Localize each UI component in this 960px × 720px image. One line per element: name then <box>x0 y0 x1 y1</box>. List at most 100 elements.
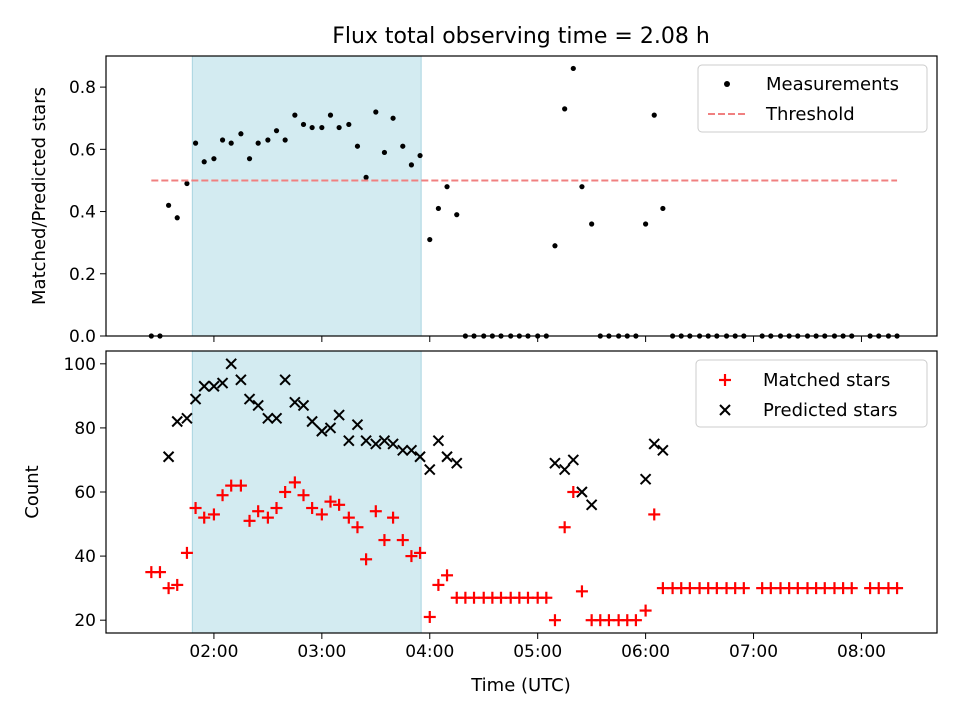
legend-predicted-marker <box>719 404 731 416</box>
predicted-point <box>549 457 561 469</box>
top-y-ticks: 0.0 0.2 0.4 0.6 0.8 <box>69 78 106 347</box>
predicted-point <box>262 412 274 425</box>
measurement-point <box>184 180 190 187</box>
predicted-point <box>297 399 310 412</box>
x-tick-label: 07:00 <box>729 642 778 662</box>
measurement-point <box>211 156 217 162</box>
matched-point <box>414 546 427 559</box>
measurement-point <box>174 215 180 221</box>
y-tick-label: 80 <box>74 419 96 439</box>
bottom-legend: Matched stars Predicted stars <box>695 359 928 428</box>
measurement-point <box>300 121 307 128</box>
measurement-point <box>579 184 585 190</box>
predicted-point <box>181 412 193 425</box>
y-tick-label: 20 <box>74 611 96 631</box>
measurement-point <box>400 143 406 149</box>
measurement-point <box>255 140 261 146</box>
predicted-point <box>216 377 229 389</box>
measurement-point <box>408 162 415 168</box>
matched-point <box>558 521 571 534</box>
bottom-panel: 20 40 60 80 100 02:00 03:00 04:00 05:00 06:00 07:… <box>22 350 938 696</box>
measurement-point <box>192 140 199 146</box>
x-tick-label: 08:00 <box>837 642 886 662</box>
legend-predicted-label: Predicted stars <box>763 400 897 421</box>
measurement-point <box>292 112 298 118</box>
matched-point <box>162 582 175 595</box>
measurement-point <box>417 152 423 159</box>
measurement-point <box>336 124 342 131</box>
top-panel-frame <box>105 55 938 337</box>
matched-point <box>243 514 256 527</box>
predicted-point <box>189 393 202 405</box>
measurement-point <box>319 124 325 131</box>
measurement-point <box>238 131 244 137</box>
measurement-point <box>327 112 334 118</box>
predicted-point <box>639 473 652 485</box>
matched-point <box>270 502 283 515</box>
predicted-point <box>333 409 345 421</box>
measurement-point <box>454 212 460 218</box>
measurement-point <box>246 156 253 162</box>
matched-point <box>297 489 310 502</box>
measurement-point <box>165 202 172 208</box>
measurement-point <box>201 159 207 165</box>
matched-point <box>279 486 292 498</box>
y-tick-label: 60 <box>74 483 96 503</box>
measurement-point <box>309 124 315 131</box>
measurement-point <box>660 205 666 212</box>
x-axis-label: Time (UTC) <box>470 675 571 696</box>
matched-point <box>234 479 247 492</box>
predicted-point <box>585 499 598 511</box>
y-tick-label: 0.4 <box>69 203 96 223</box>
matched-point <box>387 511 400 524</box>
matched-point <box>351 521 364 534</box>
bottom-y-axis-label: Count <box>22 465 43 518</box>
predicted-point <box>451 457 463 469</box>
legend-threshold-label: Threshold <box>765 104 855 125</box>
measurement-point <box>265 137 271 143</box>
predicted-point <box>198 380 210 392</box>
predicted-point <box>243 393 256 405</box>
matched-point <box>548 614 561 627</box>
predicted-point <box>567 454 580 466</box>
measurement-point <box>435 205 441 212</box>
measurement-point <box>562 106 568 112</box>
top-x-ticks <box>213 336 862 342</box>
legend-matched-label: Matched stars <box>763 370 890 391</box>
matched-point <box>639 604 652 617</box>
matched-point <box>252 505 265 518</box>
predicted-point <box>378 435 391 447</box>
predicted-point <box>270 412 283 425</box>
predicted-point <box>414 451 426 463</box>
measurement-point <box>354 143 361 149</box>
matched-point <box>216 489 229 502</box>
shaded-region-top <box>191 55 422 337</box>
matched-point <box>198 511 211 524</box>
bottom-y-ticks: 20 40 60 80 100 <box>64 355 106 631</box>
y-tick-label: 100 <box>64 355 96 375</box>
y-tick-label: 0.2 <box>69 265 96 285</box>
matched-point <box>891 582 904 595</box>
predicted-point <box>360 435 372 447</box>
measurement-point <box>651 112 657 118</box>
predicted-point <box>424 463 436 476</box>
matched-point <box>360 553 373 566</box>
x-tick-label: 04:00 <box>405 642 454 662</box>
matched-point <box>369 505 382 518</box>
top-legend: Measurements Threshold <box>697 64 928 133</box>
x-tick-label: 05:00 <box>513 642 562 662</box>
matched-point <box>180 546 193 559</box>
matched-point <box>171 578 184 591</box>
matched-point <box>737 582 750 595</box>
measurement-point <box>427 236 433 243</box>
legend-matched-marker <box>719 374 731 386</box>
predicted-point <box>316 425 328 437</box>
top-legend-box <box>697 64 928 133</box>
matched-point <box>441 569 454 582</box>
measurement-point <box>346 121 352 128</box>
measurement-point <box>282 137 288 143</box>
count-marks <box>145 358 904 627</box>
shaded-region-bottom <box>191 350 422 634</box>
matched-point <box>288 476 301 489</box>
measurement-point <box>570 65 576 72</box>
